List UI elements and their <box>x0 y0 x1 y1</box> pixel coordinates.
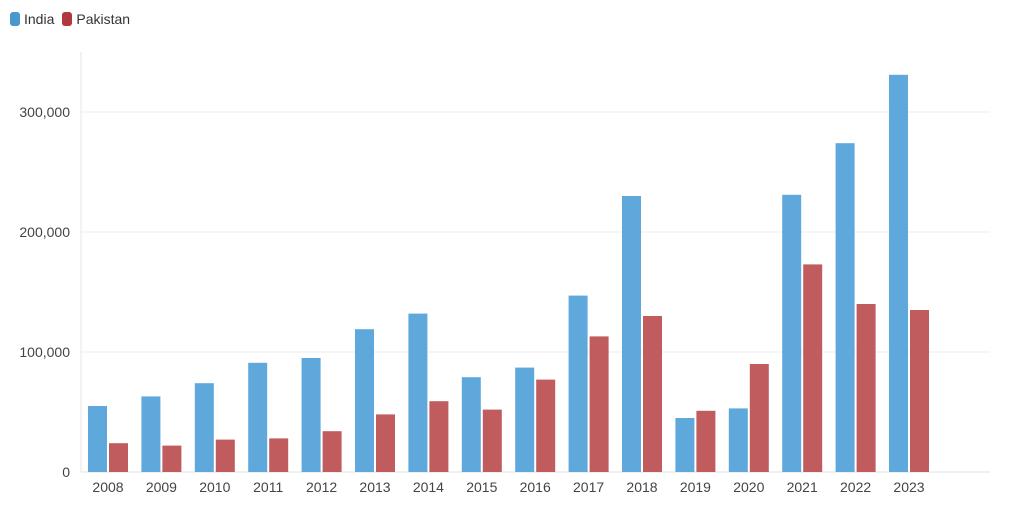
y-tick-label: 100,000 <box>19 344 70 360</box>
x-tick-label: 2009 <box>146 479 177 495</box>
bar-india-2015[interactable] <box>461 377 481 472</box>
bars <box>88 74 929 473</box>
y-tick-label: 0 <box>62 464 70 480</box>
bar-india-2016[interactable] <box>515 367 535 472</box>
legend-item-pakistan[interactable]: Pakistan <box>62 11 130 27</box>
bar-india-2014[interactable] <box>408 313 428 472</box>
bar-india-2018[interactable] <box>622 196 641 472</box>
x-tick-label: 2020 <box>733 479 764 495</box>
x-tick-label: 2017 <box>573 479 604 495</box>
bar-pakistan-2023[interactable] <box>910 310 929 472</box>
y-tick-label: 200,000 <box>19 224 70 240</box>
x-tick-label: 2019 <box>680 479 711 495</box>
bar-pakistan-2013[interactable] <box>376 414 395 472</box>
bar-pakistan-2016[interactable] <box>536 379 556 472</box>
bar-india-2012[interactable] <box>301 358 321 472</box>
bar-india-2019[interactable] <box>675 418 695 472</box>
legend-label-india: India <box>24 11 55 27</box>
legend-swatch-pakistan <box>62 12 73 26</box>
x-tick-label: 2016 <box>520 479 551 495</box>
legend-item-india[interactable]: India <box>10 11 54 27</box>
bar-india-2010[interactable] <box>194 383 214 472</box>
legend-swatch-india <box>10 12 20 26</box>
bar-pakistan-2015[interactable] <box>482 409 502 472</box>
y-tick-label: 300,000 <box>19 104 70 120</box>
bar-india-2008[interactable] <box>88 406 107 472</box>
bar-india-2009[interactable] <box>141 396 161 472</box>
bar-pakistan-2021[interactable] <box>803 264 823 472</box>
bar-pakistan-2010[interactable] <box>215 439 235 472</box>
bar-india-2023[interactable] <box>889 74 908 473</box>
bar-pakistan-2019[interactable] <box>696 410 716 472</box>
bar-pakistan-2020[interactable] <box>749 364 769 472</box>
bar-india-2017[interactable] <box>568 295 588 472</box>
bar-pakistan-2011[interactable] <box>269 438 289 472</box>
x-tick-label: 2012 <box>306 479 337 495</box>
bar-pakistan-2008[interactable] <box>109 443 128 472</box>
bar-pakistan-2012[interactable] <box>322 431 342 472</box>
x-tick-label: 2022 <box>840 479 871 495</box>
bar-pakistan-2022[interactable] <box>856 304 876 472</box>
x-tick-label: 2013 <box>359 479 390 495</box>
x-tick-label: 2023 <box>893 479 924 495</box>
bar-india-2020[interactable] <box>728 408 748 472</box>
x-tick-label: 2010 <box>199 479 230 495</box>
bar-india-2021[interactable] <box>782 194 802 473</box>
x-tick-label: 2011 <box>253 479 283 495</box>
x-tick-label: 2021 <box>787 479 818 495</box>
x-axis: 2008 2009 2010 2011 2012 2013 2014 2015 2016 2017… <box>92 479 924 495</box>
x-tick-label: 2018 <box>626 479 657 495</box>
x-tick-label: 2014 <box>413 479 444 495</box>
legend-label-pakistan: Pakistan <box>76 11 131 27</box>
bar-pakistan-2017[interactable] <box>589 336 609 472</box>
bar-pakistan-2018[interactable] <box>643 316 662 472</box>
bar-india-2022[interactable] <box>835 143 855 472</box>
x-tick-label: 2015 <box>466 479 497 495</box>
legend: India Pakistan <box>10 11 130 27</box>
y-axis: 0 100,000 200,000 300,000 <box>19 52 82 480</box>
bar-india-2013[interactable] <box>355 329 374 472</box>
bar-pakistan-2014[interactable] <box>429 401 449 472</box>
bar-pakistan-2009[interactable] <box>162 445 182 472</box>
x-tick-label: 2008 <box>92 479 123 495</box>
bar-india-2011[interactable] <box>248 362 268 472</box>
